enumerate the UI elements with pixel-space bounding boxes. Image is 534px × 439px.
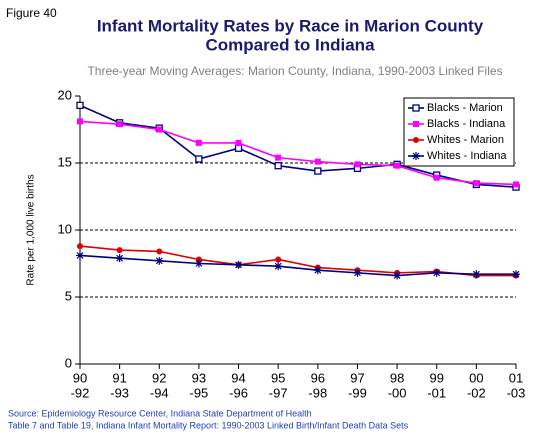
x-tick-label: 96 — [311, 370, 325, 385]
x-tick-label: -97 — [269, 385, 288, 400]
source: Table 7 and Table 19, Indiana Infant Mor… — [8, 420, 409, 430]
point — [433, 174, 440, 181]
point — [77, 243, 83, 250]
legend-box — [403, 97, 515, 167]
y-tick-label: 0 — [65, 355, 72, 370]
point — [234, 260, 243, 269]
y-tick-label: 20 — [58, 87, 72, 102]
series-line — [79, 120, 517, 186]
x-tick-label: 98 — [390, 370, 404, 385]
chart-title: Compared to Indiana — [205, 35, 375, 54]
series-line — [79, 245, 516, 277]
point — [275, 154, 282, 161]
x-tick-label: -02 — [467, 385, 486, 400]
point — [195, 139, 202, 146]
y-tick-label: 10 — [58, 221, 72, 236]
legend-marker — [412, 104, 420, 112]
x-tick-label: -94 — [150, 385, 169, 400]
y-axis-label: Rate per 1,000 live births — [26, 174, 37, 285]
y-tick-label: 15 — [58, 154, 72, 169]
x-tick-label: -98 — [308, 385, 327, 400]
point — [393, 271, 402, 280]
point — [76, 101, 84, 110]
point — [156, 248, 163, 255]
point — [313, 266, 322, 275]
legend-label: Blacks - Indiana — [427, 118, 506, 130]
x-tick-label: 93 — [192, 370, 206, 385]
point — [76, 251, 84, 260]
legend-label: Whites - Indiana — [427, 150, 507, 162]
x-tick-label: -00 — [388, 385, 407, 400]
legend-marker — [413, 121, 419, 127]
point — [275, 256, 282, 263]
x-tick-label: 90 — [73, 370, 87, 385]
subtitle: Three-year Moving Averages: Marion Count… — [87, 64, 502, 78]
point — [274, 162, 282, 170]
point — [314, 167, 322, 175]
x-tick-label: 00 — [469, 370, 483, 385]
x-tick-label: -03 — [507, 385, 526, 400]
point — [115, 254, 124, 263]
y-tick-label: 5 — [65, 288, 72, 303]
point — [472, 270, 481, 279]
point — [116, 247, 123, 254]
point — [353, 268, 362, 277]
x-tick-label: -01 — [427, 385, 446, 400]
point — [195, 155, 203, 163]
point — [274, 262, 283, 271]
point — [77, 118, 83, 125]
point — [234, 144, 243, 152]
legend-marker — [412, 152, 420, 160]
x-tick-label: -99 — [348, 385, 367, 400]
x-tick-label: 91 — [112, 370, 126, 385]
point — [195, 256, 202, 263]
series-line — [79, 254, 516, 277]
series-line — [79, 104, 517, 188]
x-tick-label: 97 — [350, 370, 364, 385]
figure-label: Figure 40 — [6, 6, 57, 20]
point — [235, 139, 242, 146]
legend-label: Blacks - Marion — [427, 102, 503, 114]
point — [155, 256, 164, 265]
x-tick-label: -92 — [71, 385, 90, 400]
point — [432, 268, 441, 277]
chart-title: Infant Mortality Rates by Race in Marion… — [97, 16, 484, 35]
point — [513, 181, 519, 188]
x-tick-label: -96 — [229, 385, 248, 400]
source: Source: Epidemiology Resource Center, In… — [8, 408, 312, 418]
point — [156, 126, 163, 133]
point — [512, 270, 520, 279]
x-tick-label: -95 — [190, 385, 209, 400]
legend-label: Whites - Marion — [427, 134, 504, 146]
x-tick-label: 92 — [152, 370, 166, 385]
x-tick-label: 01 — [509, 370, 523, 385]
point — [354, 161, 361, 168]
point — [194, 259, 203, 268]
point — [394, 162, 401, 169]
x-tick-label: 99 — [429, 370, 443, 385]
x-tick-label: 94 — [231, 370, 245, 385]
x-tick-label: 95 — [271, 370, 285, 385]
legend-marker — [413, 137, 419, 143]
point — [116, 121, 123, 128]
point — [473, 180, 480, 187]
x-tick-label: -93 — [110, 385, 129, 400]
point — [314, 158, 321, 165]
